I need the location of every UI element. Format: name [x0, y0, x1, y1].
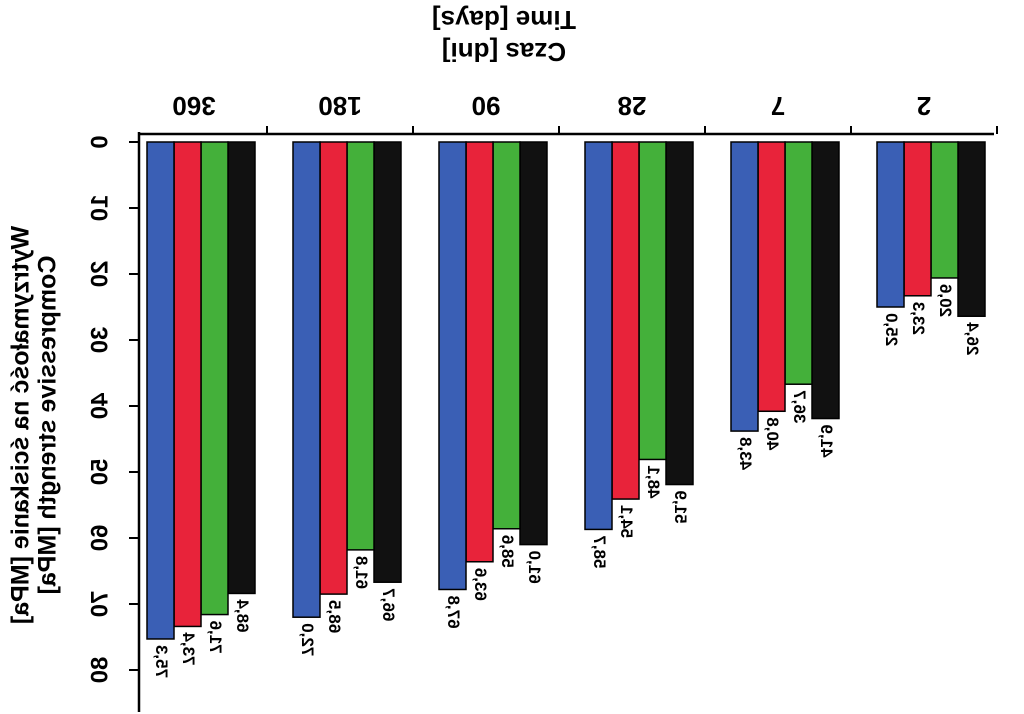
value-tick-label-50: 50 — [86, 459, 113, 486]
data-label-series-4-28: 58,7 — [590, 535, 609, 568]
category-label-360: 360 — [172, 91, 215, 121]
bar-series-3-2 — [903, 141, 932, 297]
plot-area: 26,4 20,6 23,3 25,0 41,9 36,7 40,8 43,8 51,9 48,1… — [7, 5, 998, 712]
data-label-series-4-2: 25,0 — [882, 313, 901, 346]
bar-series-1-90 — [519, 141, 548, 546]
data-label-series-4-180: 72,0 — [298, 623, 317, 656]
data-label-series-1-180: 66,7 — [379, 588, 398, 621]
data-label-series-4-7: 43,8 — [736, 437, 755, 470]
data-label-series-2-2: 20,6 — [936, 284, 955, 317]
bar-series-2-7 — [784, 141, 813, 385]
data-label-series-1-7: 41,9 — [817, 425, 836, 458]
data-label-series-2-28: 48,1 — [644, 465, 663, 498]
category-label-7: 7 — [771, 91, 785, 121]
data-label-series-1-2: 26,4 — [963, 322, 982, 356]
value-tick-label-60: 60 — [86, 525, 113, 552]
bar-series-1-180 — [373, 141, 402, 583]
bar-series-2-180 — [346, 141, 375, 551]
value-tick-label-0: 0 — [86, 135, 113, 148]
data-label-series-4-90: 67,8 — [444, 595, 463, 628]
bar-series-4-90 — [438, 141, 467, 591]
data-label-series-1-90: 61,0 — [525, 551, 544, 584]
data-label-series-3-2: 23,3 — [909, 302, 928, 335]
value-tick-label-80: 80 — [86, 657, 113, 684]
category-label-90: 90 — [472, 91, 501, 121]
bar-series-2-28 — [638, 141, 667, 461]
data-label-series-2-360: 71,6 — [206, 621, 225, 654]
bar-series-4-180 — [292, 141, 321, 618]
bar-series-4-2 — [876, 141, 905, 308]
bar-series-2-360 — [200, 141, 229, 616]
value-tick-label-20: 20 — [86, 261, 113, 288]
bar-series-4-28 — [584, 141, 613, 531]
value-tick-label-70: 70 — [86, 591, 113, 618]
data-label-series-3-28: 54,1 — [617, 505, 636, 538]
ylabel-polish: Wytrzymałość na ściskanie [MPa] — [7, 226, 35, 624]
bar-series-3-28 — [611, 141, 640, 500]
category-label-2: 2 — [917, 91, 931, 121]
bar-series-4-7 — [730, 141, 759, 432]
data-label-series-1-360: 68,4 — [233, 599, 252, 633]
value-tick-label-10: 10 — [86, 195, 113, 222]
category-label-28: 28 — [618, 91, 647, 121]
bar-series-1-2 — [957, 141, 986, 317]
axis-title-time: Time [days] — [432, 5, 576, 35]
axis-title-czas: Czas [dni] — [442, 37, 566, 67]
bar-series-2-2 — [930, 141, 959, 279]
bar-series-3-180 — [319, 141, 348, 595]
bar-series-4-360 — [146, 141, 175, 640]
data-label-series-3-90: 63,6 — [471, 568, 490, 601]
ylabel-english: Compressive strength [MPa] — [34, 256, 62, 595]
bar-series-3-7 — [757, 141, 786, 413]
bar-series-2-90 — [492, 141, 521, 530]
value-tick-label-40: 40 — [86, 393, 113, 420]
data-label-series-3-7: 40,8 — [763, 417, 782, 450]
bar-series-3-90 — [465, 141, 494, 563]
data-label-series-2-7: 36,7 — [790, 390, 809, 423]
bar-series-1-28 — [665, 141, 694, 486]
data-label-series-3-180: 68,5 — [325, 600, 344, 633]
data-label-series-1-28: 51,9 — [671, 491, 690, 524]
bar-series-1-360 — [227, 141, 256, 595]
bar-series-1-7 — [811, 141, 840, 420]
data-label-series-2-180: 61,8 — [352, 556, 371, 589]
data-label-series-3-360: 73,4 — [179, 632, 198, 666]
category-label-180: 180 — [318, 91, 361, 121]
data-label-series-4-360: 75,3 — [152, 645, 171, 678]
bar-series-3-360 — [173, 141, 202, 628]
data-label-series-2-90: 58,6 — [498, 535, 517, 568]
value-tick-label-30: 30 — [86, 327, 113, 354]
